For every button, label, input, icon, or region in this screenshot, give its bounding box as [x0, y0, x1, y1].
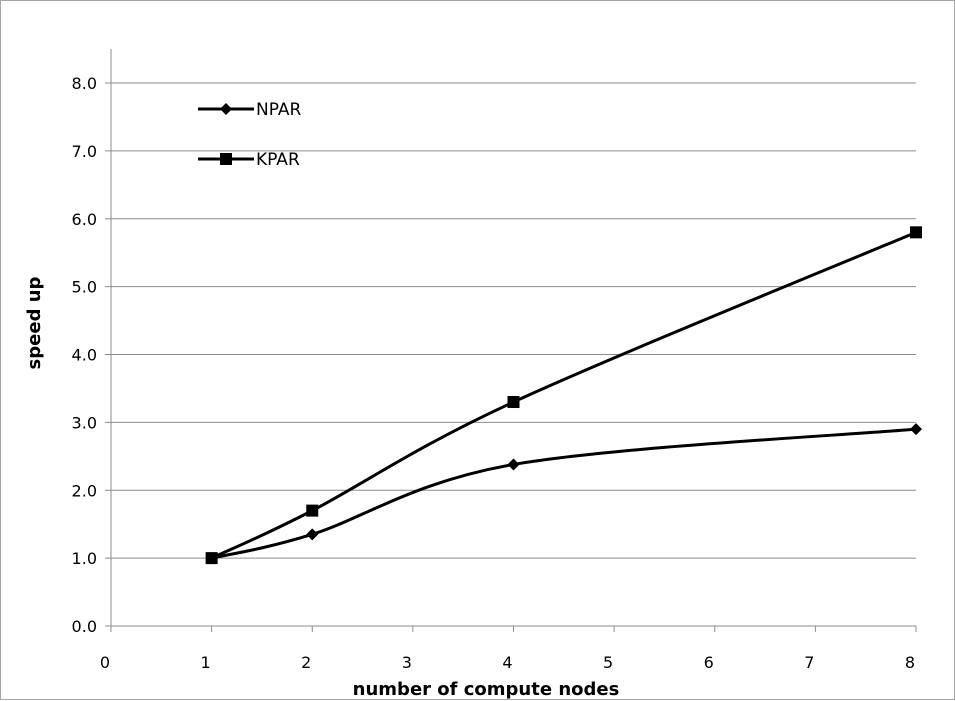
y-tick-label: 1.0: [72, 549, 97, 568]
npar-line: [210, 427, 918, 560]
kpar-square-marker: [306, 504, 319, 517]
legend-item-npar: NPAR: [198, 100, 302, 120]
x-axis-title: number of compute nodes: [353, 679, 620, 700]
legend-npar-marker: [220, 103, 232, 115]
x-tick-label: 2: [301, 653, 311, 672]
legend-kpar-marker: [220, 153, 232, 165]
y-tick-label: 7.0: [72, 142, 97, 161]
y-axis-title: speed up: [24, 276, 45, 369]
kpar-square-marker: [910, 226, 922, 239]
kpar-line: [210, 230, 918, 560]
grid-layer: [111, 82, 916, 559]
npar-diamond-marker: [507, 458, 520, 471]
legend: NPAR KPAR: [198, 100, 302, 170]
x-tick-label: 8: [905, 653, 915, 672]
x-tick-label: 7: [804, 653, 814, 672]
legend-kpar-label: KPAR: [256, 150, 300, 170]
series-kpar: [205, 226, 922, 565]
x-tick-label: 5: [603, 653, 613, 672]
x-tick-label: 4: [502, 653, 512, 672]
y-tick-label: 8.0: [72, 74, 97, 93]
y-tick-label: 5.0: [72, 278, 97, 297]
x-tick-label: 3: [402, 653, 412, 672]
legend-item-kpar: KPAR: [198, 150, 300, 170]
axis-layer: 0.0 1.0 2.0 3.0 4.0 5.0 6.0 7.0 8.0 0 1 2 3 4 5 6 7 8: [72, 49, 917, 672]
legend-npar-label: NPAR: [256, 100, 302, 120]
npar-diamond-marker: [306, 528, 319, 541]
series-npar: [205, 423, 922, 565]
y-tick-label: 2.0: [72, 481, 97, 500]
y-tick-label: 0.0: [72, 617, 97, 636]
kpar-square-marker: [205, 552, 218, 565]
y-tick-label: 3.0: [72, 413, 97, 432]
x-tick-label: 0: [100, 653, 110, 672]
kpar-square-marker: [507, 396, 520, 409]
x-tick-label: 6: [704, 653, 714, 672]
y-tick-label: 6.0: [72, 210, 97, 229]
npar-diamond-marker: [910, 423, 922, 436]
y-tick-label: 4.0: [72, 346, 97, 365]
series-layer: [205, 226, 922, 565]
x-tick-label: 1: [201, 653, 211, 672]
